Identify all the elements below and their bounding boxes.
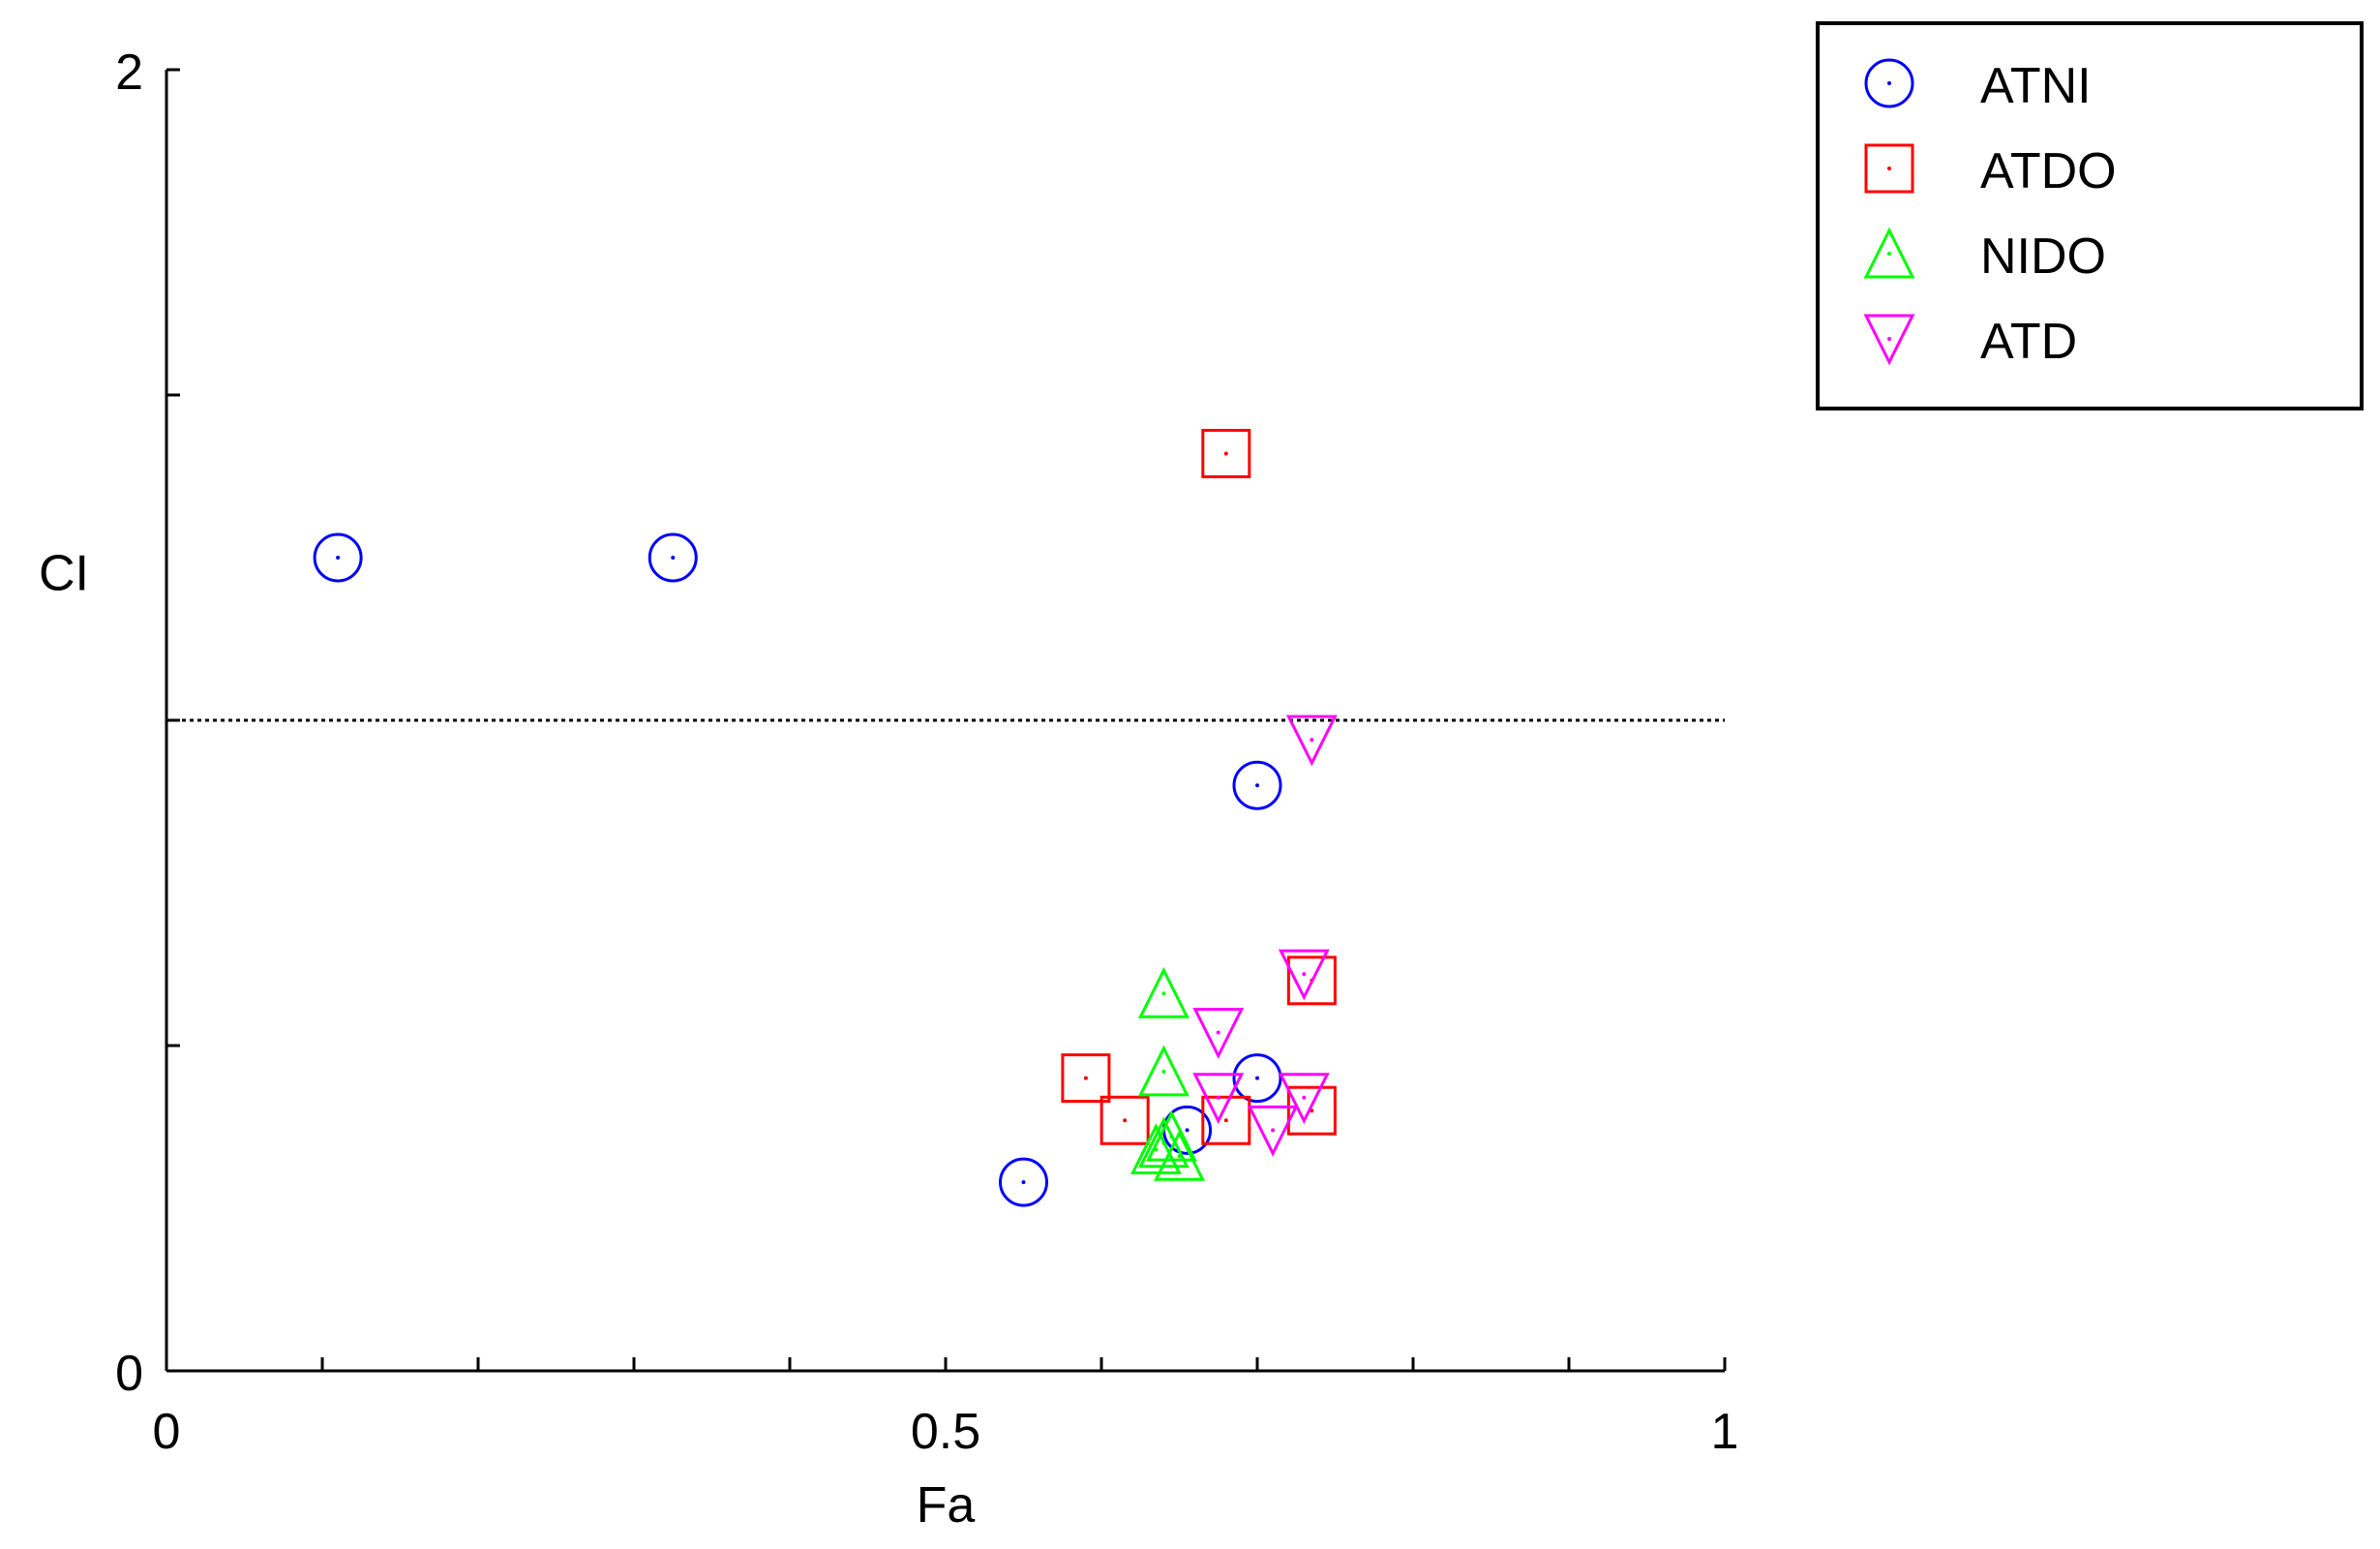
- legend-item-atdo: ATDO: [1864, 143, 2117, 199]
- data-point-atni: [313, 532, 363, 583]
- data-point-atd: [1192, 1073, 1245, 1125]
- legend-item-atd: ATD: [1863, 314, 2077, 370]
- legend: ATNI ATDO NIDO ATD: [1816, 21, 2364, 410]
- data-point-nido: [1137, 1116, 1190, 1169]
- data-point-atni: [648, 532, 698, 583]
- data-point-atd: [1278, 1073, 1330, 1125]
- legend-label: ATNI: [1980, 58, 2092, 114]
- data-point-atd: [1285, 714, 1338, 767]
- data-point-atni: [1232, 1053, 1282, 1104]
- legend-box: [1816, 21, 2364, 410]
- x-tick-label: 0.5: [911, 1404, 980, 1460]
- legend-label: ATDO: [1980, 143, 2117, 199]
- legend-marker-nido: [1863, 227, 1915, 279]
- legend-label: ATD: [1980, 314, 2077, 370]
- legend-item-atni: ATNI: [1864, 58, 2092, 114]
- legend-item-nido: NIDO: [1863, 227, 2106, 285]
- y-tick-label: 2: [115, 45, 143, 101]
- legend-marker-atni: [1864, 58, 1914, 108]
- data-point-atd: [1247, 1105, 1299, 1157]
- series-atd: [1192, 714, 1338, 1157]
- data-point-nido: [1130, 1123, 1182, 1175]
- data-points: [313, 428, 1338, 1207]
- x-axis-label: Fa: [917, 1477, 976, 1534]
- series-atni: [313, 532, 1282, 1207]
- data-point-atdo: [1201, 1095, 1251, 1145]
- data-point-atni: [1232, 760, 1282, 810]
- legend-marker-atdo: [1864, 143, 1914, 194]
- data-point-atni: [999, 1157, 1048, 1207]
- x-tick-label: 0: [153, 1404, 181, 1460]
- series-atdo: [1061, 428, 1337, 1145]
- data-point-atdo: [1061, 1053, 1111, 1104]
- legend-label: NIDO: [1980, 228, 2106, 285]
- data-point-atd: [1278, 949, 1330, 1001]
- data-point-atd: [1192, 1008, 1245, 1059]
- series-nido: [1130, 966, 1205, 1181]
- tick-labels: 0 0.5 1 0 2: [115, 45, 1738, 1460]
- x-tick-label: 1: [1711, 1404, 1739, 1460]
- data-point-nido: [1137, 966, 1190, 1018]
- y-tick-label: 0: [115, 1346, 143, 1402]
- legend-marker-atd: [1863, 314, 1915, 366]
- data-point-atdo: [1100, 1095, 1150, 1145]
- y-axis-label: CI: [39, 546, 89, 602]
- data-point-atdo: [1201, 428, 1251, 478]
- data-point-nido: [1137, 1045, 1190, 1097]
